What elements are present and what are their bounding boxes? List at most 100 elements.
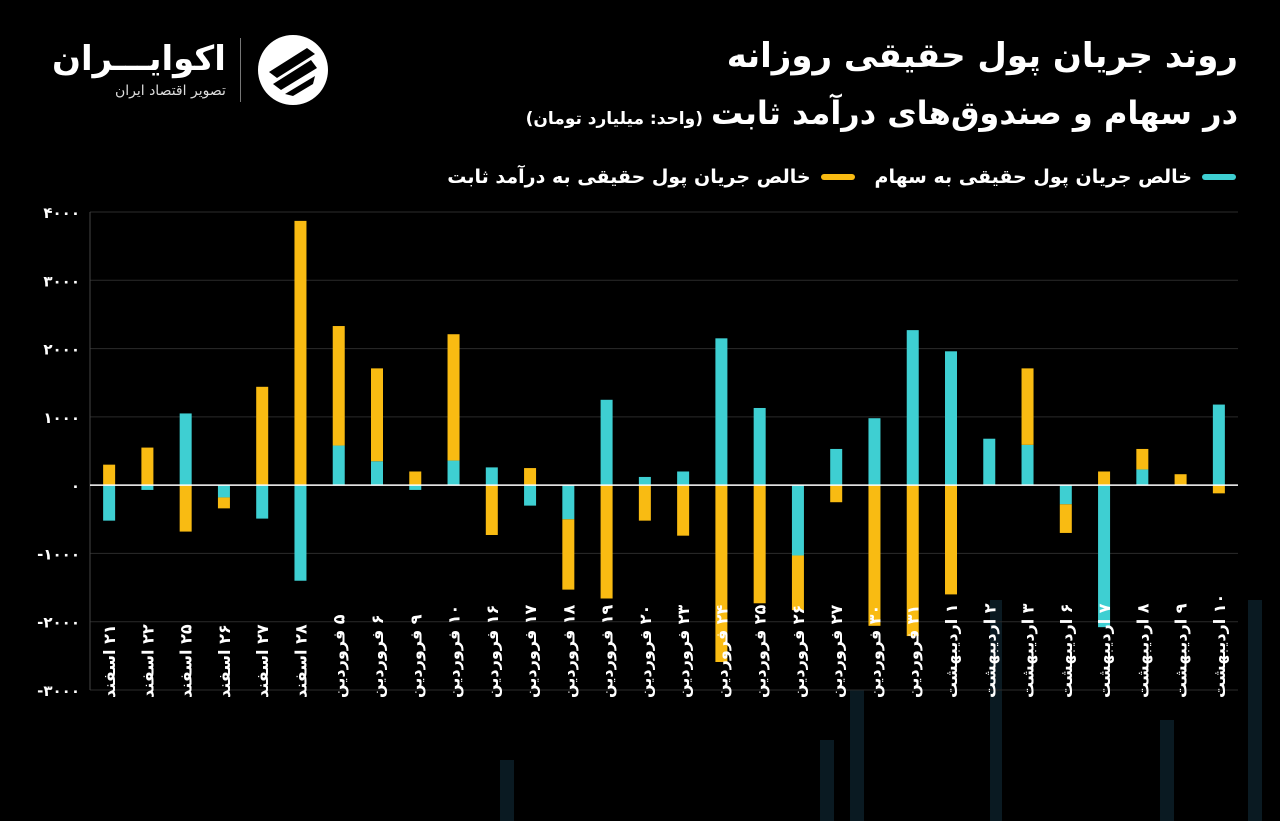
logo-subtitle: تصویر اقتصاد ایران (114, 82, 226, 99)
bar-stocks (141, 485, 154, 490)
bar-fixed-income (715, 485, 728, 663)
x-tick-label: ۳ اردیبهشت (1019, 603, 1038, 698)
bar-stocks (715, 338, 728, 486)
bar-fixed-income (906, 485, 919, 637)
x-tick-label: ۶ اردیبهشت (1057, 603, 1076, 698)
chart-subtitle-main: در سهام و صندوق‌های درآمد ثابت (710, 94, 1238, 132)
bar-fixed-income (447, 334, 460, 461)
bar-stocks (1059, 485, 1072, 505)
bar-fixed-income (141, 447, 154, 486)
background-candle (1160, 720, 1174, 821)
x-tick-label: ۳۱ فروردین (904, 605, 923, 698)
x-tick-label: ۲۷ اسفند (253, 624, 272, 698)
x-tick-label: ۱۹ فروردین (598, 604, 617, 698)
bar-stocks (217, 485, 230, 498)
bar-fixed-income (1174, 474, 1187, 486)
bar-stocks (562, 485, 575, 520)
bar-stocks (677, 471, 690, 486)
bar-fixed-income (945, 485, 957, 595)
x-tick-label: ۲۶ فروردین (789, 605, 808, 698)
bar-fixed-income (638, 485, 651, 521)
x-tick-label: ۷ اردیبهشت (1095, 603, 1114, 698)
x-tick-label: ۲۶ اسفند (215, 624, 234, 698)
chart-title: روند جریان پول حقیقی روزانه (726, 36, 1238, 76)
bar-stocks (524, 485, 537, 506)
unit-label: (واحد: میلیارد تومان) (525, 109, 703, 129)
logo-mark-icon (257, 35, 328, 105)
logo: اکوایـــران تصویر اقتصاد ایران (52, 32, 331, 108)
bar-stocks (906, 330, 919, 486)
bar-stocks (1098, 485, 1111, 628)
y-tick-label: ۴۰۰۰ (43, 204, 80, 222)
bar-fixed-income (524, 468, 537, 486)
bar-stocks (1212, 404, 1225, 486)
bar-fixed-income (600, 485, 613, 599)
x-tick-label: ۱۶ فروردین (483, 605, 502, 698)
bar-stocks (600, 399, 613, 486)
x-tick-label: ۲۵ اسفند (177, 624, 196, 698)
bar-stocks (830, 448, 843, 486)
bar-fixed-income (217, 497, 230, 509)
x-tick-label: ۸ اردیبهشت (1133, 603, 1152, 698)
x-tick-label: ۱۷ فروردین (521, 604, 540, 698)
logo-text: اکوایـــران تصویر اقتصاد ایران (52, 39, 226, 99)
bar-fixed-income (1098, 471, 1111, 486)
bar-stocks (1136, 469, 1149, 486)
bar-stocks (294, 485, 307, 581)
bar-fixed-income (1021, 368, 1034, 445)
bar-fixed-income (485, 485, 498, 535)
x-tick-label: ۹ فروردین (406, 614, 425, 698)
legend-label-stocks: خالص جریان پول حقیقی به سهام (874, 166, 1192, 188)
bar-fixed-income (103, 464, 116, 486)
y-tick-label: -۳۰۰۰ (37, 682, 80, 700)
x-tick-label: ۱۸ فروردین (559, 604, 578, 698)
background-candle (820, 740, 834, 821)
bar-fixed-income (868, 485, 881, 626)
bar-stocks (447, 460, 460, 486)
bar-stocks (103, 485, 116, 521)
bar-fixed-income (562, 519, 575, 590)
y-tick-label: -۲۰۰۰ (37, 614, 80, 632)
y-tick-label: ۲۰۰۰ (43, 341, 80, 359)
bar-stocks (868, 418, 881, 486)
x-tick-label: ۹ اردیبهشت (1172, 603, 1191, 698)
x-tick-label: ۲۷ فروردین (827, 604, 846, 698)
bar-fixed-income (1212, 485, 1225, 494)
y-tick-label: ۱۰۰۰ (43, 409, 80, 427)
bar-stocks (485, 467, 498, 486)
bar-stocks (945, 351, 957, 486)
bar-fixed-income (791, 555, 804, 611)
bar-fixed-income (1059, 504, 1072, 533)
bar-stocks (983, 438, 996, 486)
bar-stocks (256, 485, 269, 519)
x-tick-label: ۳۰ فروردین (865, 605, 884, 698)
background-candle (1248, 600, 1262, 821)
chart-subtitle: در سهام و صندوق‌های درآمد ثابت (واحد: میل… (526, 94, 1238, 132)
background-candle (500, 760, 514, 821)
y-tick-label: ۳۰۰۰ (43, 272, 80, 290)
x-tick-label: ۶ فروردین (368, 614, 387, 698)
legend-label-fixed-income: خالص جریان پول حقیقی به درآمد ثابت (447, 166, 811, 188)
bar-stocks (753, 407, 766, 486)
x-tick-label: ۲۱ اسفند (100, 624, 119, 698)
bar-stocks (638, 476, 651, 486)
bar-fixed-income (332, 326, 345, 446)
x-tick-label: ۱۰ فروردین (445, 605, 464, 698)
legend: خالص جریان پول حقیقی به سهام خالص جریان … (447, 166, 1236, 188)
bar-fixed-income (294, 220, 307, 486)
bar-fixed-income (256, 386, 269, 486)
x-tick-label: ۲۲ اسفند (138, 624, 157, 698)
legend-swatch-stocks (1202, 174, 1236, 180)
bar-stocks (409, 485, 422, 490)
background-candle (990, 600, 1002, 821)
bar-fixed-income (179, 485, 192, 532)
x-tick-label: ۲ اردیبهشت (980, 603, 999, 698)
bar-fixed-income (1136, 448, 1149, 470)
y-tick-label: ۰ (71, 477, 80, 495)
bar-fixed-income (753, 485, 766, 604)
logo-name: اکوایـــران (52, 39, 226, 80)
legend-swatch-fixed-income (820, 174, 855, 180)
x-tick-label: ۲۴ فروردین (712, 604, 731, 698)
bar-stocks (332, 445, 345, 486)
